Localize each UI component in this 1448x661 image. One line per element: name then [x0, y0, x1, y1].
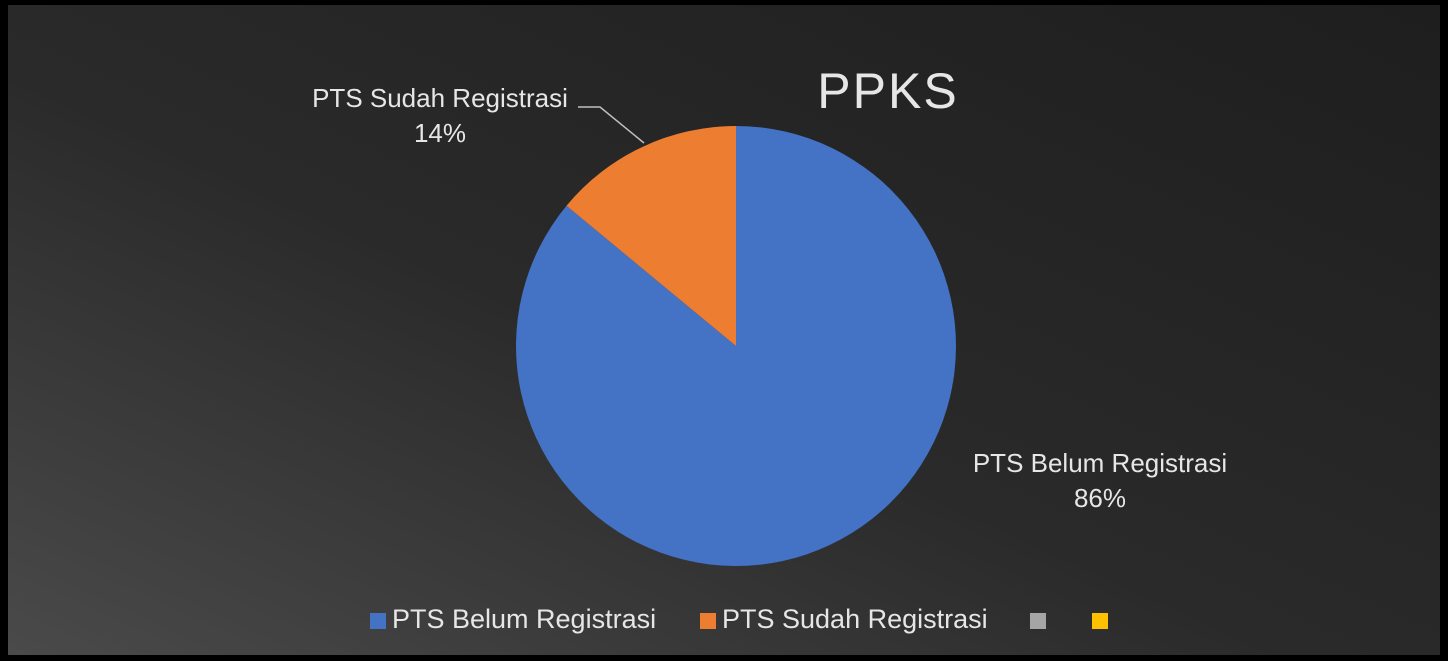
legend-label: PTS Belum Registrasi	[392, 604, 656, 634]
data-label-value: 14%	[414, 118, 466, 148]
data-label-name: PTS Sudah Registrasi	[312, 83, 568, 113]
legend-swatch	[700, 613, 716, 629]
legend-swatch	[1092, 613, 1108, 629]
legend-swatch	[370, 613, 386, 629]
pie-slice	[515, 126, 956, 566]
pie-slice	[566, 126, 736, 346]
data-label-value: 86%	[1074, 483, 1126, 513]
legend-swatch	[1030, 613, 1046, 629]
chart-title: PPKS	[817, 63, 958, 119]
legend-label: PTS Sudah Registrasi	[722, 604, 988, 634]
leader-line	[578, 106, 645, 144]
data-label-name: PTS Belum Registrasi	[973, 448, 1227, 478]
